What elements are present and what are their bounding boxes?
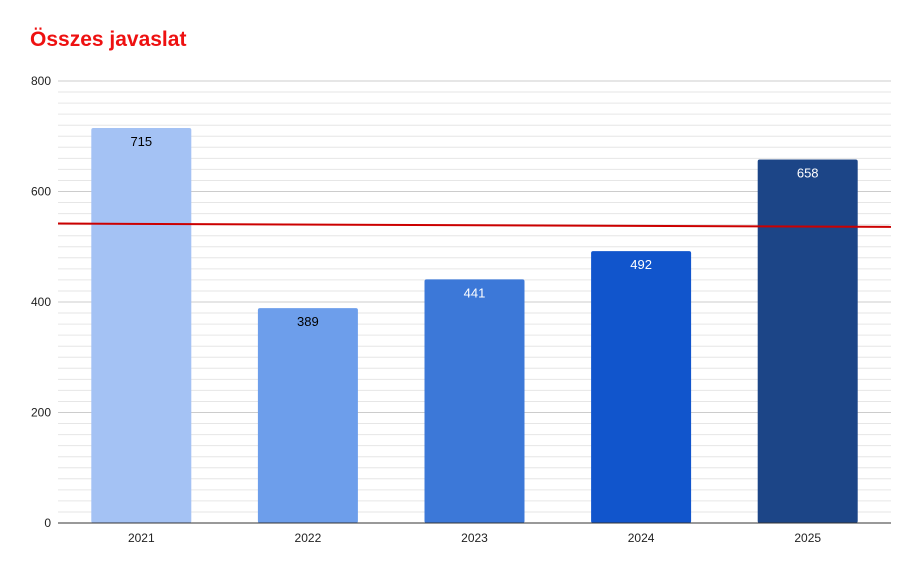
x-axis-ticks: 2021 2022 2023 2024 2025 <box>128 531 821 545</box>
bar-value-label: 389 <box>297 314 319 329</box>
x-tick-label: 2021 <box>128 531 155 545</box>
chart-title: Összes javaslat <box>30 28 187 51</box>
x-tick-label: 2022 <box>295 531 322 545</box>
trendline <box>57 222 892 228</box>
bar-value-label: 441 <box>464 285 486 300</box>
y-tick-label: 800 <box>31 74 51 88</box>
bar-value-label: 715 <box>130 134 152 149</box>
bar-2025 <box>757 159 858 523</box>
y-tick-label: 600 <box>31 185 51 199</box>
bar-value-label: 658 <box>797 165 819 180</box>
bar-labels: 715 389 441 492 658 <box>130 134 818 329</box>
x-tick-label: 2025 <box>794 531 821 545</box>
y-tick-label: 0 <box>44 516 51 530</box>
bars <box>91 127 858 524</box>
y-axis-ticks: 0 200 400 600 800 <box>31 74 51 530</box>
bar-2022 <box>257 308 358 523</box>
y-tick-label: 400 <box>31 295 51 309</box>
bar-2024 <box>591 251 692 524</box>
x-tick-label: 2024 <box>628 531 655 545</box>
bar-value-label: 492 <box>630 257 652 272</box>
y-tick-label: 200 <box>31 406 51 420</box>
bar-2021 <box>91 127 192 524</box>
x-tick-label: 2023 <box>461 531 488 545</box>
bar-2023 <box>424 279 525 523</box>
